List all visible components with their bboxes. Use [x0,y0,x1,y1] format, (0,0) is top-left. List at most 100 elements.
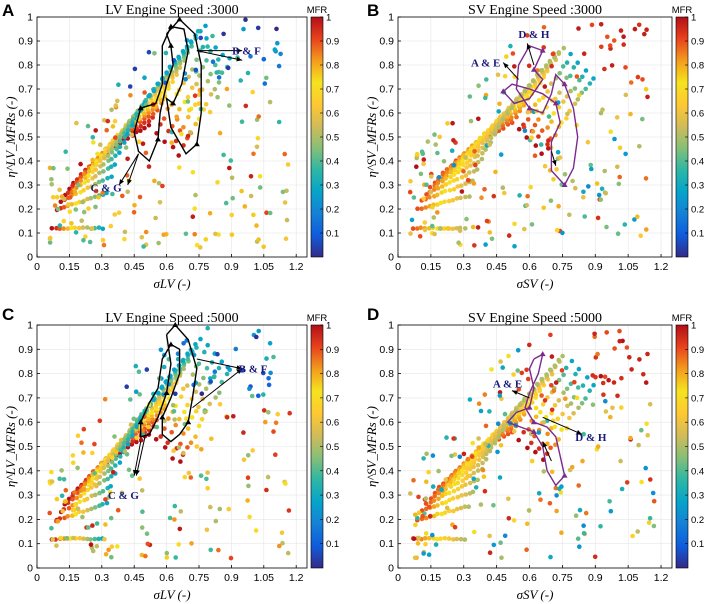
y-tick-label: 0.7 [379,392,394,404]
scatter-point [549,426,554,431]
scatter-point [248,193,254,199]
scatter-point [544,63,549,68]
scatter-point [419,206,424,211]
scatter-point [58,535,64,541]
scatter-point [473,451,478,456]
scatter-point [85,507,90,513]
scatter-point [408,491,413,496]
scatter-point [165,440,170,446]
scatter-point [511,518,517,523]
scatter-point [277,543,282,549]
scatter-point [536,491,542,496]
scatter-point [421,456,426,461]
scatter-point [178,441,183,447]
scatter-point [542,398,548,403]
x-tick-label: 0.45 [124,261,145,273]
colorbar-tick-label: 0.1 [691,539,704,550]
scatter-point [463,492,469,497]
scatter-point [493,169,498,175]
y-tick-label: 0.4 [379,156,394,168]
scatter-point [109,474,114,479]
scatter-point [442,188,448,194]
y-tick-label: 0.7 [18,392,33,404]
scatter-point [556,357,561,363]
trajectory-arrowhead [193,141,200,147]
scatter-point [88,537,93,542]
scatter-point [418,171,424,177]
scatter-point [129,132,135,138]
scatter-point [219,359,225,365]
scatter-point [459,472,465,478]
scatter-point [459,484,465,489]
scatter-point [536,134,541,139]
scatter-point [436,496,441,502]
scatter-point [407,189,413,195]
scatter-point [285,550,291,556]
scatter-point [583,510,589,516]
scatter-point [196,423,202,429]
scatter-point [115,98,120,104]
scatter-point [192,231,197,237]
scatter-series [47,325,293,561]
scatter-point [105,463,111,469]
y-tick-label: 0.3 [379,490,394,502]
scatter-point [431,504,437,509]
colorbar-label: MFR [307,313,328,324]
scatter-point [581,189,586,195]
scatter-point [251,151,256,157]
scatter-point [150,115,155,120]
y-tick-label: 0.1 [379,538,394,550]
scatter-point [264,210,269,215]
y-tick-label: 0.8 [18,60,33,72]
scatter-point [173,555,178,560]
scatter-point [131,210,137,215]
scatter-point [189,85,195,90]
scatter-point [639,427,644,433]
scatter-point [410,226,416,231]
scatter-point [436,490,442,496]
x-tick-label: 0.9 [224,572,239,584]
scatter-point [216,75,222,80]
scatter-point [205,342,210,348]
scatter-point [460,468,465,473]
scatter-point [65,190,71,195]
annotation-arrow [135,436,146,476]
scatter-point [113,135,118,140]
scatter-point [454,176,460,182]
scatter-point [582,214,587,219]
scatter-point [257,185,263,190]
y-tick-label: 0.4 [18,156,33,168]
scatter-point [146,424,151,430]
scatter-point [233,346,239,352]
scatter-point [502,533,508,539]
scatter-point [624,480,630,485]
scatter-point [467,397,473,402]
scatter-point [223,200,229,206]
scatter-point [522,128,528,134]
scatter-point [74,120,79,126]
scatter-point [199,416,205,422]
scatter-point [180,357,186,363]
x-tick-label: 0.6 [522,572,537,584]
scatter-point [501,424,507,429]
scatter-point [271,429,276,434]
scatter-point [251,212,256,218]
scatter-point [467,158,473,163]
scatter-point [549,63,554,69]
scatter-point [454,196,460,201]
scatter-series [47,17,291,250]
scatter-point [600,380,606,386]
scatter-point [229,175,235,181]
scatter-point [109,107,114,113]
scatter-point [212,86,218,92]
scatter-point [59,493,65,499]
scatter-point [456,475,461,481]
scatter-point [617,145,623,151]
annotation-arrowhead [236,368,243,374]
scatter-point [450,120,455,126]
scatter-point [548,81,554,86]
scatter-point [228,158,234,163]
scatter-point [592,331,597,337]
scatter-point [431,498,437,503]
scatter-point [471,470,477,476]
